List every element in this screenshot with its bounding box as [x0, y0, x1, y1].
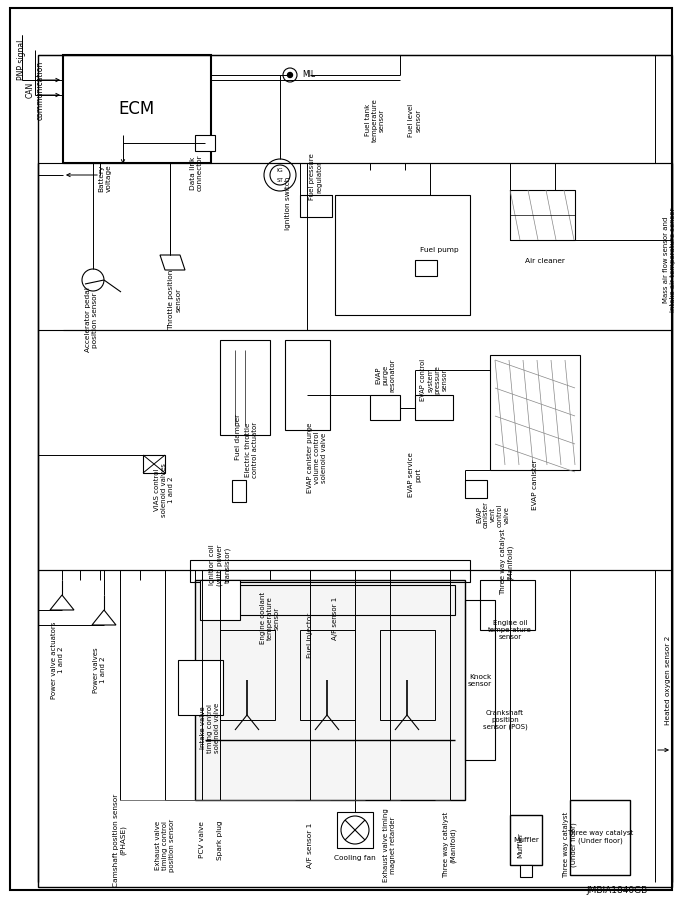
- Bar: [570, 800, 630, 875]
- Bar: [195, 135, 215, 151]
- Text: MIL: MIL: [302, 70, 315, 79]
- Bar: [205, 585, 455, 615]
- Text: Intake valve
timing control
solenoid valve: Intake valve timing control solenoid val…: [200, 703, 220, 753]
- Text: EVAP canister purge
volume control
solenoid valve: EVAP canister purge volume control solen…: [307, 423, 327, 493]
- Bar: [195, 580, 465, 800]
- Text: EVAP service
port: EVAP service port: [408, 452, 421, 498]
- Text: Muffler: Muffler: [513, 837, 539, 843]
- Text: Electric throttle
control actuator: Electric throttle control actuator: [245, 422, 258, 478]
- Text: Fuel damper: Fuel damper: [235, 414, 241, 460]
- Text: EVAP control
system
pressure
sensor: EVAP control system pressure sensor: [421, 359, 447, 401]
- Text: EVAP
canister
vent
control
valve: EVAP canister vent control valve: [476, 501, 510, 529]
- Text: PNP signal: PNP signal: [18, 40, 27, 81]
- Text: VIAS control
solenoid valves
1 and 2: VIAS control solenoid valves 1 and 2: [154, 463, 174, 517]
- Text: CAN
communication: CAN communication: [25, 61, 45, 119]
- Bar: [380, 630, 435, 720]
- Text: Three way catalyst
(Under floor): Three way catalyst (Under floor): [567, 830, 633, 843]
- Bar: [415, 395, 453, 420]
- Text: Power valve actuators
1 and 2: Power valve actuators 1 and 2: [51, 622, 64, 699]
- Text: Throttle position
sensor: Throttle position sensor: [169, 270, 182, 330]
- Bar: [63, 55, 211, 163]
- Text: Power valves
1 and 2: Power valves 1 and 2: [93, 647, 106, 693]
- Text: Accelerator pedal
position sensor: Accelerator pedal position sensor: [85, 288, 98, 352]
- Text: Ignition switch: Ignition switch: [285, 176, 291, 230]
- Text: Camshaft position sensor
(PHASE): Camshaft position sensor (PHASE): [113, 794, 127, 887]
- Bar: [415, 260, 437, 276]
- Text: Three way catalyst
(Manifold): Three way catalyst (Manifold): [500, 529, 514, 595]
- Bar: [220, 340, 270, 435]
- Text: Cooling fan: Cooling fan: [334, 855, 376, 861]
- Bar: [143, 455, 165, 473]
- Text: JMBIA1840GB: JMBIA1840GB: [587, 885, 648, 894]
- Text: Exhaust valve
timing control
position sensor: Exhaust valve timing control position se…: [155, 818, 175, 872]
- Text: Engine oil
temperature
sensor: Engine oil temperature sensor: [488, 620, 532, 640]
- Text: Air cleaner: Air cleaner: [525, 258, 565, 264]
- Bar: [285, 340, 330, 430]
- Bar: [337, 812, 373, 848]
- Text: PCV valve: PCV valve: [199, 822, 205, 859]
- Circle shape: [288, 72, 292, 78]
- Bar: [510, 190, 575, 240]
- Text: Muffler: Muffler: [517, 832, 523, 858]
- Bar: [520, 865, 532, 877]
- Text: Exhaust valve timing
magnet retarder: Exhaust valve timing magnet retarder: [384, 808, 397, 881]
- Text: Engine coolant
temperature
sensor: Engine coolant temperature sensor: [260, 592, 280, 644]
- Bar: [220, 630, 275, 720]
- Bar: [200, 580, 240, 620]
- Text: A/F sensor 1: A/F sensor 1: [332, 596, 338, 640]
- Text: Three way catalyst
(Manifold): Three way catalyst (Manifold): [443, 812, 457, 878]
- Bar: [335, 195, 470, 315]
- Text: Crankshaft
position
sensor (POS): Crankshaft position sensor (POS): [483, 710, 527, 730]
- Text: Fuel level
sensor: Fuel level sensor: [408, 103, 421, 137]
- Text: Mass air flow sensor and
intake air temperature sensor: Mass air flow sensor and intake air temp…: [664, 208, 677, 312]
- Bar: [300, 630, 355, 720]
- Bar: [370, 395, 400, 420]
- Text: EVAP
purge
resonator: EVAP purge resonator: [375, 358, 395, 392]
- Bar: [490, 355, 580, 470]
- Text: Fuel tank
temperature
sensor: Fuel tank temperature sensor: [365, 98, 385, 142]
- Bar: [190, 560, 470, 582]
- Text: Fuel pressure
regulator: Fuel pressure regulator: [310, 154, 323, 200]
- Bar: [465, 600, 495, 760]
- Text: Fuel injector: Fuel injector: [307, 613, 313, 658]
- Text: EVAP canister: EVAP canister: [532, 460, 538, 510]
- Text: Battery
voltage: Battery voltage: [99, 164, 112, 192]
- Bar: [300, 195, 332, 217]
- Text: Data link
connector: Data link connector: [190, 155, 203, 191]
- Text: Heated oxygen sensor 2: Heated oxygen sensor 2: [665, 635, 671, 725]
- Bar: [232, 480, 246, 502]
- Text: Spark plug: Spark plug: [217, 820, 223, 860]
- Text: Ignition coil
(with power
transistor): Ignition coil (with power transistor): [210, 544, 230, 586]
- Text: A/F sensor 1: A/F sensor 1: [307, 823, 313, 868]
- Bar: [480, 580, 535, 630]
- Bar: [178, 660, 223, 715]
- Text: Three way catalyst
(Under floor): Three way catalyst (Under floor): [563, 812, 577, 878]
- Text: Fuel pump: Fuel pump: [420, 247, 459, 253]
- Text: Knock
sensor: Knock sensor: [468, 673, 492, 687]
- Text: ECM: ECM: [119, 100, 155, 118]
- Bar: [465, 480, 487, 498]
- Text: ST: ST: [277, 177, 284, 183]
- Text: IG: IG: [277, 167, 284, 173]
- Bar: [510, 815, 542, 865]
